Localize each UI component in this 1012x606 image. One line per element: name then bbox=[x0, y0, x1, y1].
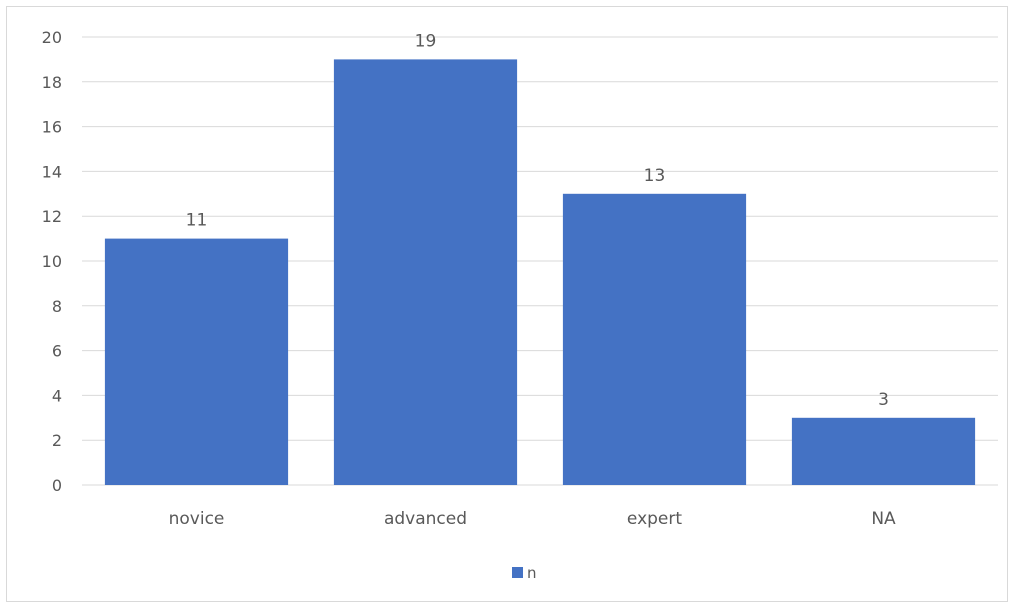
y-tick-label: 16 bbox=[42, 118, 62, 137]
y-tick-label: 10 bbox=[42, 252, 62, 271]
bar-NA bbox=[791, 417, 976, 485]
bar-advanced bbox=[333, 59, 518, 486]
y-tick-label: 20 bbox=[42, 28, 62, 47]
data-label: 11 bbox=[186, 211, 208, 231]
bar-novice bbox=[104, 238, 289, 485]
legend-label: n bbox=[527, 564, 537, 582]
x-tick-label: novice bbox=[169, 509, 225, 529]
x-tick-label: NA bbox=[871, 509, 896, 529]
y-tick-label: 0 bbox=[52, 476, 62, 495]
y-axis-ticks: 0 2 4 6 8 10 12 14 16 18 20 bbox=[42, 28, 62, 495]
y-tick-label: 2 bbox=[52, 431, 62, 450]
data-label: 13 bbox=[644, 166, 666, 186]
data-label: 3 bbox=[878, 390, 889, 410]
data-labels: 11 19 13 3 bbox=[186, 31, 889, 409]
y-tick-label: 4 bbox=[52, 386, 62, 405]
legend: n bbox=[512, 564, 537, 582]
x-tick-label: advanced bbox=[384, 509, 467, 529]
legend-swatch bbox=[512, 567, 523, 578]
y-tick-label: 8 bbox=[52, 297, 62, 316]
y-tick-label: 6 bbox=[52, 342, 62, 361]
data-label: 19 bbox=[415, 31, 437, 51]
x-tick-label: expert bbox=[627, 509, 682, 529]
x-axis-ticks: novice advanced expert NA bbox=[169, 509, 896, 529]
y-tick-label: 14 bbox=[42, 162, 62, 181]
bar-expert bbox=[562, 193, 747, 486]
bars bbox=[104, 59, 976, 486]
y-tick-label: 18 bbox=[42, 73, 62, 92]
y-tick-label: 12 bbox=[42, 207, 62, 226]
